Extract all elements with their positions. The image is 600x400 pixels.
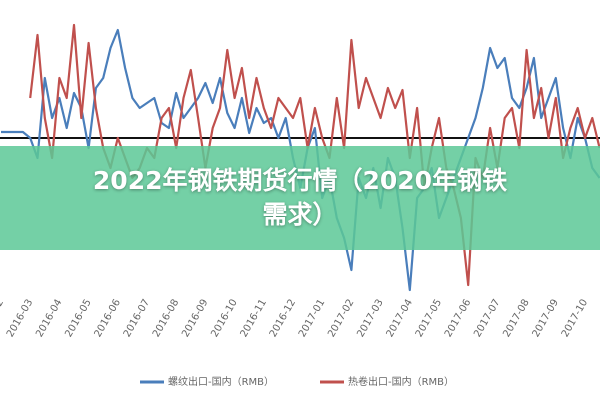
x-tick-label: 2016-09 <box>180 298 210 340</box>
x-tick-label: 2016-07 <box>122 298 152 340</box>
x-tick-label: 2016-05 <box>63 298 93 340</box>
x-tick-label: 2017-06 <box>443 298 473 340</box>
title-banner: 2022年钢铁期货行情（2020年钢铁需求） <box>0 146 600 250</box>
x-tick-label: 2017-01 <box>297 298 327 340</box>
legend-label: 热卷出口-国内（RMB） <box>348 375 454 388</box>
x-tick-label: 2016-12 <box>268 298 298 340</box>
x-tick-label: 2017-02 <box>326 298 356 340</box>
x-tick-label: 2016-04 <box>34 298 64 340</box>
x-tick-label: 2017-03 <box>355 298 385 340</box>
x-tick-label: 2016-03 <box>5 298 35 340</box>
x-tick-label: 2017-08 <box>501 298 531 340</box>
x-tick-label: 2017-04 <box>385 298 415 340</box>
legend-label: 螺纹出口-国内（RMB） <box>168 375 274 388</box>
x-tick-label: 2016-10 <box>209 298 239 340</box>
x-tick-label: 2016-08 <box>151 298 181 340</box>
x-tick-label: 2017-10 <box>560 298 590 340</box>
chart-title: 2022年钢铁期货行情（2020年钢铁需求） <box>92 166 508 229</box>
x-tick-label: 2016-11 <box>239 298 269 340</box>
x-tick-label: 2016-06 <box>93 298 123 340</box>
x-tick-label: 2017-05 <box>414 298 444 340</box>
x-tick-label: 2017-07 <box>472 298 502 340</box>
x-tick-label: 2017-09 <box>531 298 561 340</box>
